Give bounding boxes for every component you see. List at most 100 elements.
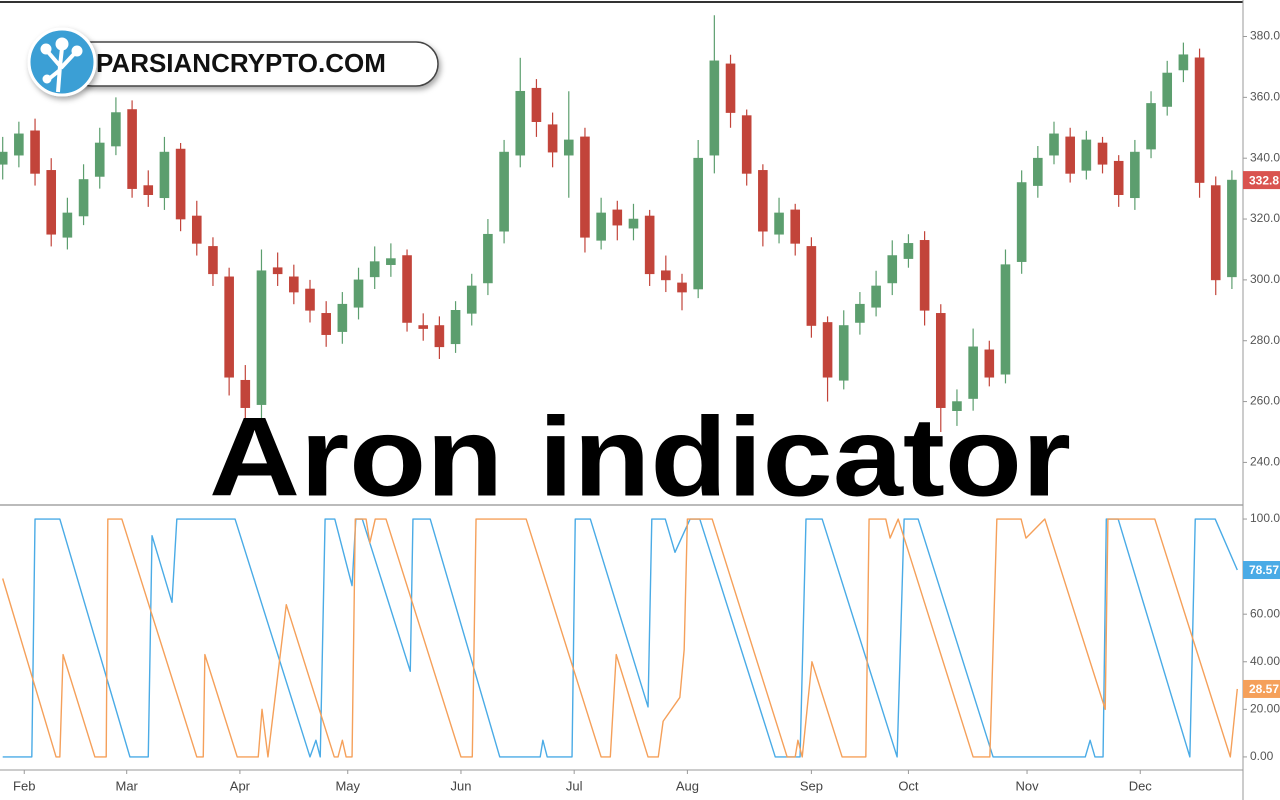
x-tick-label: Oct <box>898 778 919 793</box>
y-tick-label: 380.00 <box>1250 29 1280 43</box>
candle-body <box>0 151 8 165</box>
candle-body <box>386 258 396 265</box>
candle-body <box>256 270 267 405</box>
candle-body <box>563 139 574 156</box>
candle-body <box>515 90 526 156</box>
last-value-badge <box>1243 561 1280 580</box>
candle-body <box>547 124 558 153</box>
y-tick-label: 0.00 <box>1250 749 1274 763</box>
candle-body <box>741 115 752 174</box>
candle-body <box>1162 72 1173 107</box>
candle-body <box>30 130 40 174</box>
overlay: PARSIANCRYPTO.COM Aron indicator <box>27 27 1071 520</box>
y-tick-label: 260.00 <box>1250 394 1280 408</box>
y-tick-label: 20.00 <box>1250 702 1280 716</box>
last-value-label: 332.8 <box>1249 173 1279 187</box>
candle-body <box>806 246 817 326</box>
last-value-badge <box>1243 679 1280 698</box>
x-tick-label: May <box>335 778 360 793</box>
candle-body <box>321 313 331 335</box>
candle-body <box>191 215 202 244</box>
candle-body <box>984 349 995 378</box>
x-tick-label: Aug <box>676 778 699 793</box>
candle-body <box>450 310 461 345</box>
candle-body <box>94 142 105 177</box>
last-value-label: 78.57 <box>1249 563 1279 577</box>
candle-body <box>887 255 898 284</box>
candle-body <box>693 157 703 290</box>
candle-body <box>661 270 671 281</box>
candle-body <box>337 303 348 332</box>
aroon-line <box>2 518 1238 758</box>
candle-body <box>1097 142 1108 165</box>
y-tick-label: 60.00 <box>1250 606 1280 620</box>
candle-body <box>483 233 493 284</box>
y-tick-label: 300.00 <box>1250 272 1280 286</box>
candle-body <box>903 243 914 259</box>
candle-body <box>1065 136 1075 174</box>
candle-body <box>838 325 849 381</box>
candle-body <box>272 267 283 275</box>
x-tick-label: Jul <box>566 778 583 793</box>
candle-body <box>822 322 833 378</box>
candle-body <box>46 170 57 235</box>
candle-body <box>159 151 170 199</box>
x-tick-label: Dec <box>1129 778 1153 793</box>
candle-body <box>499 151 509 232</box>
candle-body <box>208 246 218 275</box>
y-tick-label: 100.00 <box>1250 511 1280 525</box>
candle-body <box>1000 264 1011 375</box>
candle-body <box>1227 179 1237 278</box>
candle-body <box>596 212 606 241</box>
candle-body <box>1146 103 1156 150</box>
candle-body <box>62 212 73 238</box>
aroon-line <box>2 518 1238 758</box>
candle-body <box>935 313 946 408</box>
candle-body <box>919 240 930 311</box>
y-tick-label: 280.00 <box>1250 333 1280 347</box>
candle-body <box>1081 139 1092 171</box>
last-value-badge <box>1243 171 1280 190</box>
plot-layer: 240.00 260.00 280.00 300.00 320.00 340.00 360.… <box>0 15 1280 793</box>
candle-body <box>289 276 299 293</box>
candle-body <box>1194 57 1205 183</box>
last-value-label: 28.57 <box>1249 682 1279 696</box>
x-tick-label: Nov <box>1015 778 1039 793</box>
candle-body <box>725 63 736 113</box>
candle-body <box>855 303 865 323</box>
candle-body <box>612 209 623 226</box>
candle-body <box>224 276 234 378</box>
candle-body <box>353 279 364 308</box>
logo-tree <box>40 37 83 93</box>
chart-title: Aron indicator <box>209 395 1071 520</box>
candle-body <box>531 87 542 122</box>
candle-body <box>78 179 89 217</box>
x-tick-label: Apr <box>230 778 251 793</box>
x-tick-label: Sep <box>800 778 823 793</box>
candle-body <box>305 288 315 311</box>
candle-body <box>240 379 251 408</box>
y-tick-label: 360.00 <box>1250 90 1280 104</box>
x-tick-label: Feb <box>13 778 35 793</box>
candle-body <box>466 285 477 314</box>
candle-body <box>14 133 24 156</box>
candle-body <box>644 215 655 275</box>
candle-body <box>127 109 137 189</box>
candle-body <box>1210 185 1221 281</box>
candle-body <box>1130 151 1140 199</box>
candle-body <box>628 218 639 229</box>
y-tick-label: 40.00 <box>1250 654 1280 668</box>
candle-body <box>434 325 445 348</box>
candle-body <box>871 285 881 308</box>
candle-body <box>111 112 121 147</box>
candle-body <box>418 325 429 329</box>
logo-text: PARSIANCRYPTO.COM <box>96 48 386 78</box>
candle-body <box>1033 157 1043 186</box>
candle-body <box>580 136 590 238</box>
x-tick-label: Mar <box>116 778 139 793</box>
candle-body <box>1113 160 1124 195</box>
candle-body <box>758 170 768 232</box>
candle-body <box>709 60 720 156</box>
